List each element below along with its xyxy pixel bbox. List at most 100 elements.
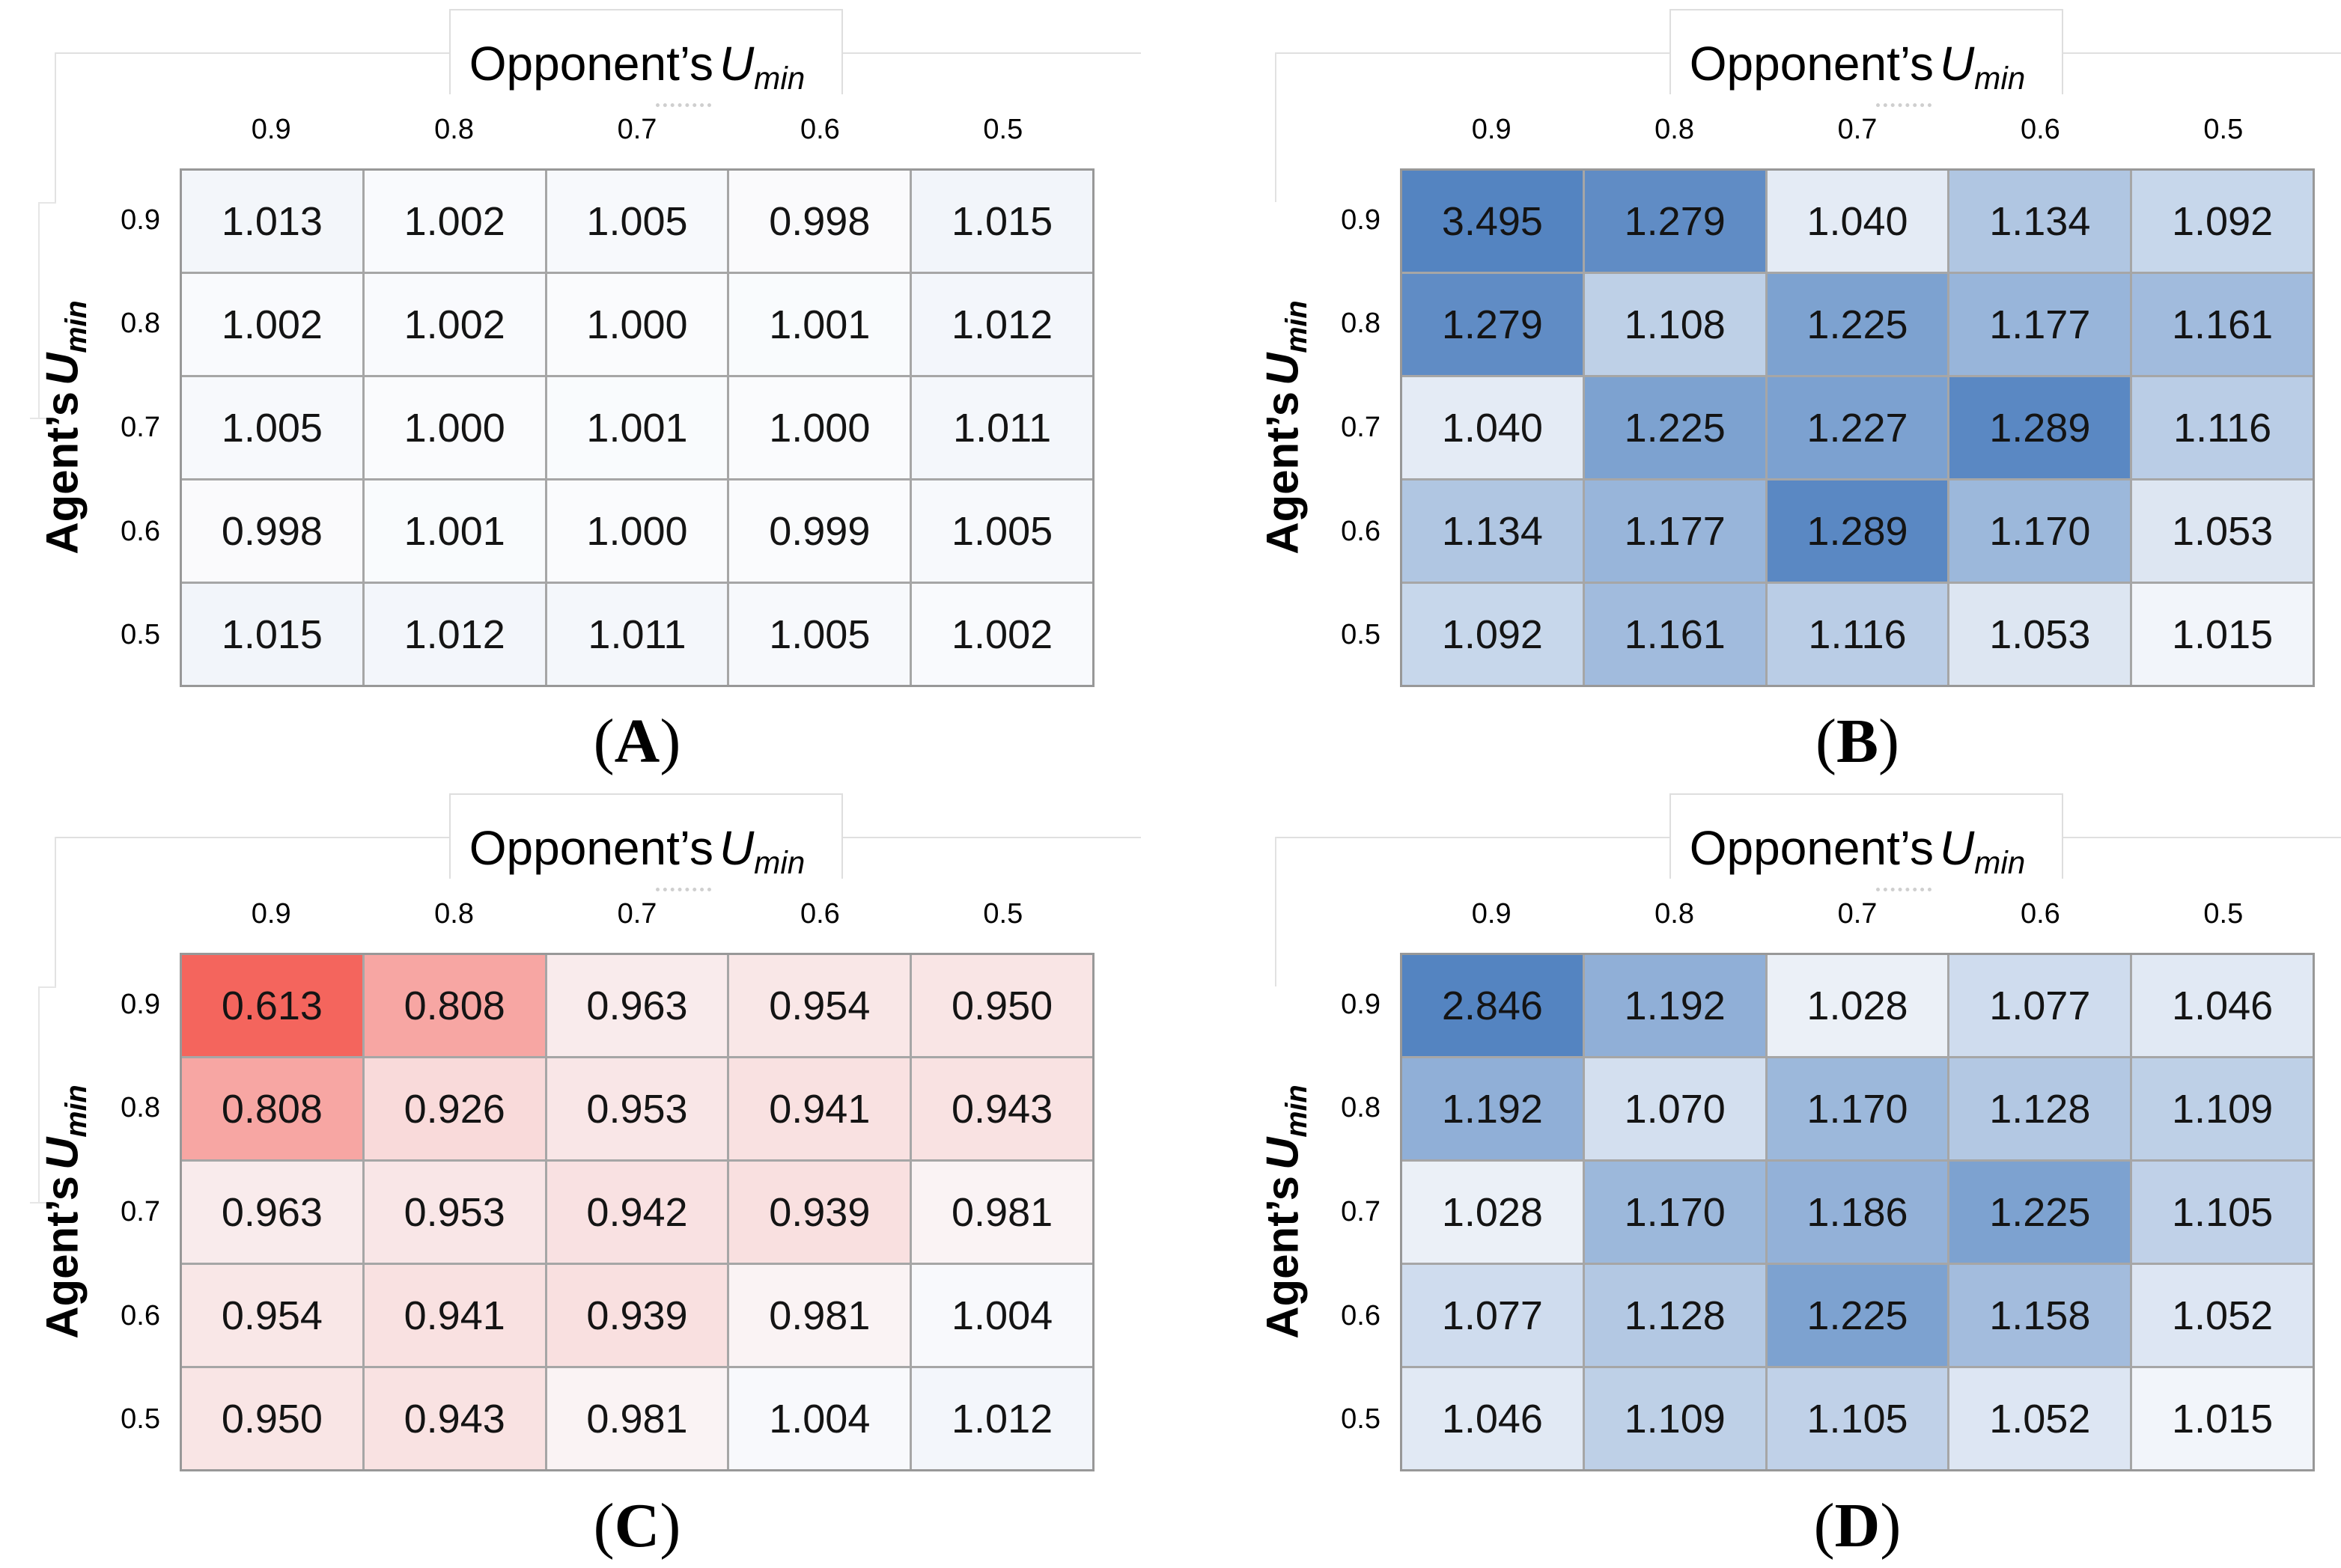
heatmap-cell: 1.015 — [182, 584, 362, 685]
heatmap-cell: 1.279 — [1584, 171, 1765, 272]
heatmap-cell: 0.808 — [182, 1058, 362, 1159]
heatmap-cell: 1.040 — [1402, 377, 1583, 478]
x-axis-title-var: U — [719, 821, 755, 875]
heatmap-cell: 1.116 — [1767, 584, 1948, 685]
heatmap-cell: 1.005 — [729, 584, 910, 685]
heatmap-cell: 3.495 — [1402, 171, 1583, 272]
heatmap-cell: 0.943 — [364, 1368, 545, 1469]
row-labels: 0.9 0.8 0.7 0.6 0.5 — [0, 168, 171, 687]
col-label: 0.9 — [251, 897, 291, 930]
heatmap-cell: 1.004 — [729, 1368, 910, 1469]
heatmap-cell: 1.128 — [1584, 1265, 1765, 1366]
row-labels: 0.9 0.8 0.7 0.6 0.5 — [1220, 168, 1391, 687]
heatmap-cell: 1.092 — [1402, 584, 1583, 685]
heatmap-cell: 1.002 — [912, 584, 1092, 685]
heatmap-cell: 1.227 — [1767, 377, 1948, 478]
heatmap-cell: 1.046 — [2132, 955, 2313, 1056]
title-card — [1669, 9, 2063, 94]
heatmap-cell: 1.116 — [2132, 377, 2313, 478]
col-label: 0.5 — [983, 113, 1023, 145]
crop-artifact — [1275, 837, 1276, 986]
heatmap-panel-b: Opponent’s Umin 0.9 0.8 0.7 0.6 0.5 Agent’sUm… — [1171, 0, 2341, 784]
heatmap-cell: 1.052 — [1949, 1368, 2131, 1469]
row-label: 0.8 — [121, 308, 160, 340]
heatmap-cell: 1.002 — [182, 274, 362, 375]
col-label: 0.6 — [800, 897, 840, 930]
row-label: 0.6 — [121, 515, 160, 547]
row-label: 0.7 — [121, 1195, 160, 1227]
heatmap-cell: 1.000 — [729, 377, 910, 478]
heatmap-cell: 0.939 — [547, 1265, 728, 1366]
heatmap-cell: 0.981 — [729, 1265, 910, 1366]
heatmap-cell: 1.134 — [1949, 171, 2131, 272]
heatmap-cell: 1.000 — [547, 481, 728, 582]
heatmap-cell: 0.999 — [729, 481, 910, 582]
heatmap-cell: 1.000 — [364, 377, 545, 478]
x-axis-title: Opponent’s Umin — [1483, 820, 2232, 881]
caption-close-paren: ) — [1880, 1491, 1902, 1561]
col-label: 0.9 — [1471, 113, 1512, 145]
caption-open-paren: ( — [1815, 707, 1836, 776]
heatmap-cell: 1.052 — [2132, 1265, 2313, 1366]
heatmap-cell: 0.942 — [547, 1162, 728, 1263]
heatmap-cell: 1.109 — [1584, 1368, 1765, 1469]
heatmap-cell: 0.808 — [364, 955, 545, 1056]
heatmap-panel-a: Opponent’s Umin 0.9 0.8 0.7 0.6 0.5 Agent’sUm… — [0, 0, 1170, 784]
caption-letter: A — [614, 707, 660, 776]
col-label: 0.7 — [1837, 113, 1878, 145]
heatmap-cell: 1.002 — [364, 274, 545, 375]
x-axis-title-var: U — [719, 37, 755, 91]
heatmap-cell: 1.011 — [912, 377, 1092, 478]
heatmap-cell: 0.963 — [182, 1162, 362, 1263]
panel-caption: (B) — [1483, 705, 2232, 778]
col-label: 0.9 — [251, 113, 291, 145]
x-axis-title-sub: min — [754, 60, 806, 96]
caption-open-paren: ( — [593, 707, 615, 776]
crop-artifact — [38, 202, 56, 204]
x-axis-title-var: U — [1939, 821, 1975, 875]
panel-caption: (C) — [263, 1489, 1011, 1562]
title-card — [1669, 793, 2063, 879]
heatmap-grid: 0.613 0.808 0.963 0.954 0.950 0.808 0.926 0.953… — [180, 953, 1095, 1471]
x-axis-title-sub: min — [1974, 60, 2026, 96]
crop-artifact — [55, 52, 56, 202]
row-label: 0.5 — [121, 619, 160, 651]
col-label: 0.8 — [1654, 113, 1694, 145]
heatmap-cell: 1.105 — [2132, 1162, 2313, 1263]
panel-b-content: Opponent’s Umin 0.9 0.8 0.7 0.6 0.5 Agent’sUm… — [1220, 0, 2341, 784]
col-label: 0.6 — [800, 113, 840, 145]
caption-letter: C — [614, 1491, 660, 1561]
x-axis-title-var: U — [1939, 37, 1975, 91]
heatmap-grid: 1.013 1.002 1.005 0.998 1.015 1.002 1.002 1.000… — [180, 168, 1095, 687]
panel-caption: (D) — [1483, 1489, 2232, 1562]
panel-d-content: Opponent’s Umin 0.9 0.8 0.7 0.6 0.5 Agent’sUm… — [1220, 784, 2341, 1568]
heatmap-grid: 3.495 1.279 1.040 1.134 1.092 1.279 1.108 1.225… — [1400, 168, 2315, 687]
heatmap-cell: 0.613 — [182, 955, 362, 1056]
caption-letter: B — [1836, 707, 1879, 776]
heatmap-cell: 1.161 — [1584, 584, 1765, 685]
row-label: 0.8 — [1341, 1092, 1380, 1124]
heatmap-cell: 1.092 — [2132, 171, 2313, 272]
heatmap-cell: 1.077 — [1949, 955, 2131, 1056]
heatmap-cell: 1.004 — [912, 1265, 1092, 1366]
heatmap-cell: 1.012 — [912, 1368, 1092, 1469]
heatmap-cell: 1.177 — [1949, 274, 2131, 375]
heatmap-cell: 1.192 — [1402, 1058, 1583, 1159]
crop-artifact — [1275, 52, 1276, 202]
caption-open-paren: ( — [1813, 1491, 1835, 1561]
heatmap-cell: 1.040 — [1767, 171, 1948, 272]
row-label: 0.5 — [121, 1403, 160, 1436]
col-label: 0.9 — [1471, 897, 1512, 930]
heatmap-cell: 0.926 — [364, 1058, 545, 1159]
caption-close-paren: ) — [1878, 707, 1899, 776]
heatmap-panel-d: Opponent’s Umin 0.9 0.8 0.7 0.6 0.5 Agent’sUm… — [1171, 784, 2341, 1568]
row-label: 0.5 — [1341, 1403, 1380, 1436]
heatmap-cell: 1.012 — [364, 584, 545, 685]
heatmap-cell: 0.998 — [182, 481, 362, 582]
column-labels: 0.9 0.8 0.7 0.6 0.5 — [180, 895, 1095, 933]
heatmap-cell: 1.001 — [547, 377, 728, 478]
heatmap-cell: 1.186 — [1767, 1162, 1948, 1263]
col-label: 0.7 — [617, 897, 657, 930]
panel-a-content: Opponent’s Umin 0.9 0.8 0.7 0.6 0.5 Agent’sUm… — [0, 0, 1170, 784]
heatmap-cell: 2.846 — [1402, 955, 1583, 1056]
